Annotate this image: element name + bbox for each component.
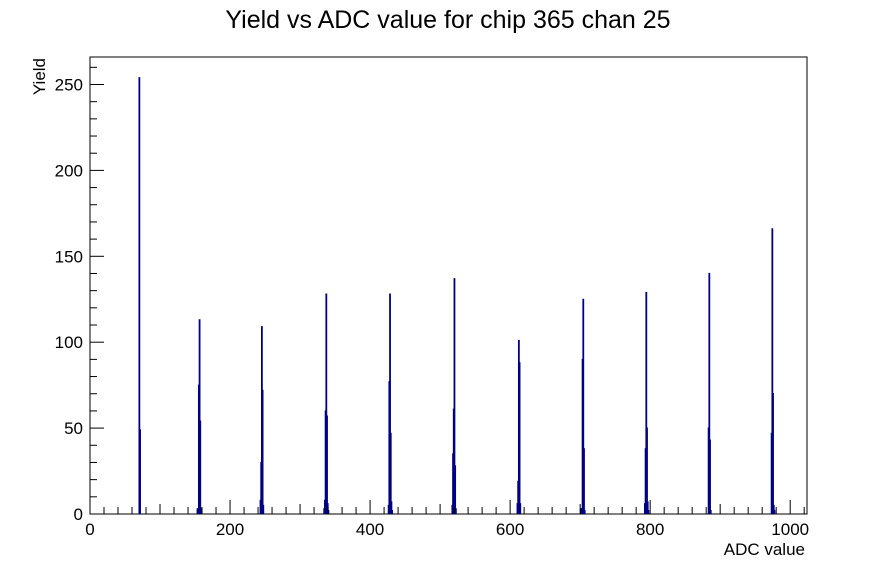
histogram-bar <box>647 510 650 514</box>
x-axis: 0 200 400 600 800 1000 <box>85 500 809 539</box>
chart-title: Yield vs ADC value for chip 365 chan 25 <box>225 6 670 34</box>
histogram-bar <box>771 228 774 514</box>
histogram-bar <box>325 293 328 514</box>
plot-frame <box>89 56 808 515</box>
histogram-bars <box>138 77 776 514</box>
histogram-bar <box>199 420 202 514</box>
histogram-bar <box>389 432 392 514</box>
histogram-bar <box>708 272 711 514</box>
histogram-bar <box>583 448 585 514</box>
histogram-bar <box>262 504 265 514</box>
x-tick-label: 1000 <box>771 520 809 539</box>
y-tick-label: 250 <box>55 75 83 94</box>
histogram-bar <box>138 77 141 514</box>
histogram-bar <box>646 427 648 514</box>
histogram-bar <box>645 291 648 514</box>
histogram-bar <box>326 415 328 514</box>
x-tick-label: 800 <box>636 520 664 539</box>
histogram-bar <box>709 510 712 514</box>
y-tick-label: 150 <box>55 247 83 266</box>
histogram-bar <box>646 501 649 514</box>
histogram-bar <box>582 298 585 514</box>
histogram-bar <box>518 362 521 514</box>
histogram-bar <box>391 510 394 514</box>
x-tick-label: 0 <box>85 520 94 539</box>
y-tick-label: 0 <box>74 505 83 524</box>
histogram-bar <box>519 503 522 514</box>
histogram-bar <box>198 319 201 514</box>
histogram-bar <box>772 504 775 514</box>
plot-border <box>89 56 808 515</box>
histogram-bar <box>139 429 141 514</box>
y-tick-label: 200 <box>55 161 83 180</box>
x-tick-label: 400 <box>356 520 384 539</box>
y-tick-label: 100 <box>55 333 83 352</box>
y-axis: 0 50 100 150 200 250 <box>55 66 104 524</box>
histogram-bar <box>389 293 391 514</box>
x-axis-label: ADC value <box>724 540 805 559</box>
y-axis-label: Yield <box>30 58 49 95</box>
x-tick-label: 200 <box>216 520 244 539</box>
histogram-bar <box>454 465 457 514</box>
histogram-bar <box>772 393 774 514</box>
histogram-bar <box>261 389 264 514</box>
histogram-bar <box>453 278 456 514</box>
x-tick-label: 600 <box>496 520 524 539</box>
histogram-bar <box>709 439 711 514</box>
y-tick-label: 50 <box>64 419 83 438</box>
histogram-bar <box>773 510 776 514</box>
histogram-bar <box>583 510 586 514</box>
histogram-bar <box>390 501 393 514</box>
histogram-bar <box>454 508 457 514</box>
histogram-bar <box>200 508 202 514</box>
